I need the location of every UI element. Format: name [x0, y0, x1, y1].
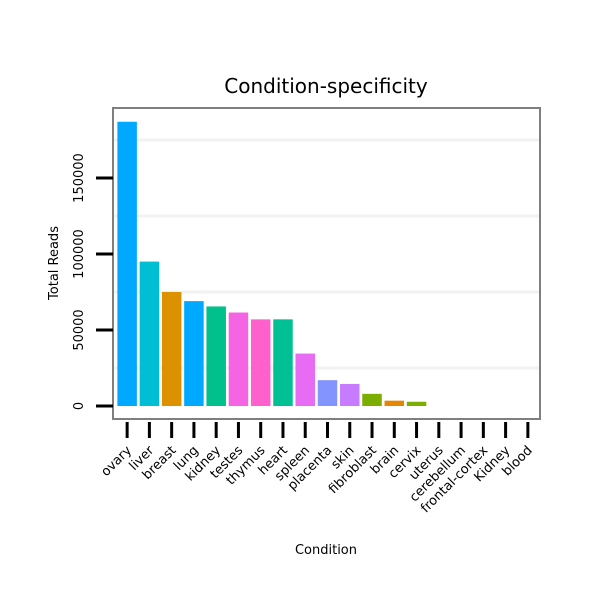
y-tick-label-2: 100000: [72, 229, 87, 279]
plot-frame: [112, 107, 541, 420]
bar-lung: [184, 301, 204, 406]
bar-kidney: [206, 306, 226, 406]
bar-placenta: [317, 380, 338, 406]
y-axis-label: Total Reads: [47, 226, 62, 301]
bar-testes: [228, 312, 249, 406]
bar-thymus: [250, 319, 271, 406]
bar-heart: [273, 319, 293, 406]
x-axis: ovaryliverbreastlungkidneytestesthymushe…: [98, 422, 536, 516]
grid-lines: [113, 138, 540, 370]
bar-skin: [340, 383, 360, 406]
bars: [117, 121, 427, 406]
x-axis-label: Condition: [295, 543, 357, 558]
y-tick-label-3: 150000: [72, 153, 87, 203]
bar-cervix: [406, 401, 427, 406]
bar-fibroblast: [362, 393, 382, 406]
bar-breast: [161, 292, 182, 406]
y-tick-label-1: 50000: [72, 309, 87, 350]
bar-ovary: [117, 121, 137, 406]
bar-brain: [384, 400, 405, 406]
bar-liver: [139, 261, 160, 406]
y-tick-label-0: 0: [72, 402, 87, 410]
y-axis: 0 50000 100000 150000: [72, 153, 113, 410]
chart-title: Condition-specificity: [224, 74, 428, 98]
bar-spleen: [295, 353, 315, 406]
